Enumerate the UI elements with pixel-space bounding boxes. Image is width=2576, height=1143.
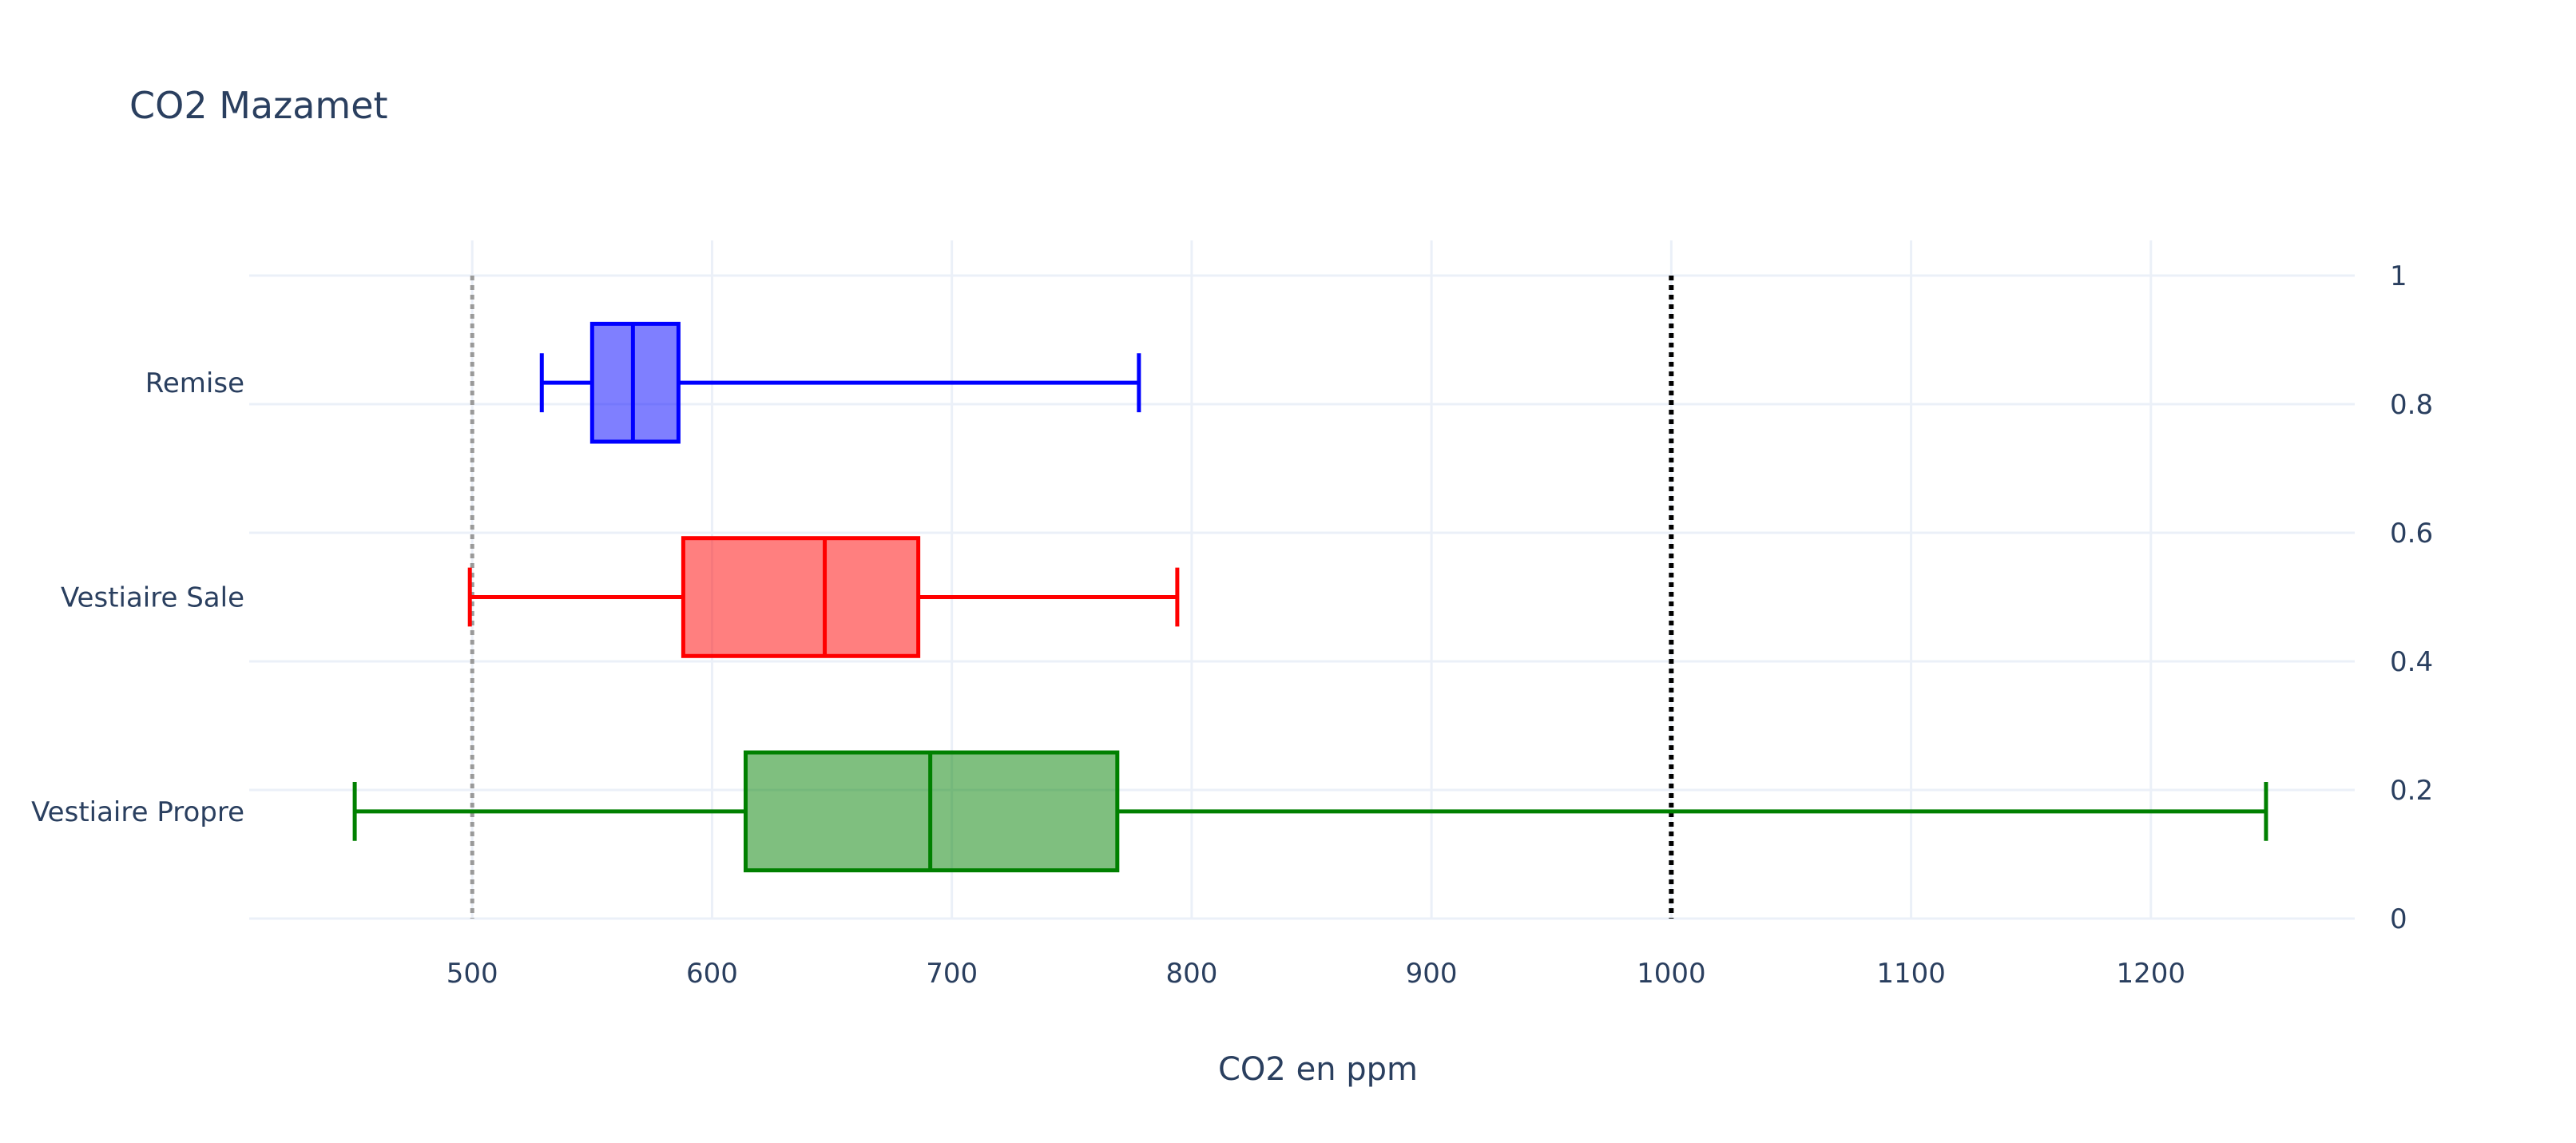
x-tick-label: 600: [686, 958, 738, 990]
x-tick-label: 1100: [1876, 958, 1946, 990]
right-axis-ticks: 0 0.2 0.4 0.6 0.8 1: [2390, 260, 2433, 935]
box-vestiaire-propre: [352, 750, 2268, 873]
x-tick-label: 700: [926, 958, 978, 990]
right-tick-label: 1: [2390, 260, 2407, 292]
right-tick-label: 0.4: [2390, 646, 2433, 678]
x-tick-label: 500: [447, 958, 498, 990]
box-remise: [539, 321, 1141, 444]
iqr-box: [589, 321, 681, 444]
chart-title: CO2 Mazamet: [129, 84, 388, 127]
right-tick-label: 0.6: [2390, 518, 2433, 550]
right-tick-label: 0: [2390, 903, 2407, 935]
x-axis-ticks: 500 600 700 800 900 1000 1100 1200: [447, 958, 2185, 990]
x-tick-label: 1200: [2117, 958, 2186, 990]
x-tick-label: 900: [1406, 958, 1458, 990]
right-tick-label: 0.2: [2390, 775, 2433, 807]
box-vestiaire-sale: [467, 536, 1180, 658]
category-label: Vestiaire Propre: [31, 796, 244, 828]
category-label: Vestiaire Sale: [61, 582, 244, 614]
x-tick-label: 1000: [1637, 958, 1706, 990]
right-tick-label: 0.8: [2390, 389, 2433, 421]
reference-lines: [470, 276, 1674, 919]
y-axis-category-labels: Remise Vestiaire Sale Vestiaire Propre: [31, 367, 244, 828]
x-tick-label: 800: [1165, 958, 1217, 990]
box-plots: [352, 321, 2268, 873]
x-axis-title: CO2 en ppm: [1218, 1051, 1418, 1088]
category-label: Remise: [145, 367, 244, 399]
gridlines: [249, 240, 2355, 920]
iqr-box: [681, 536, 921, 658]
